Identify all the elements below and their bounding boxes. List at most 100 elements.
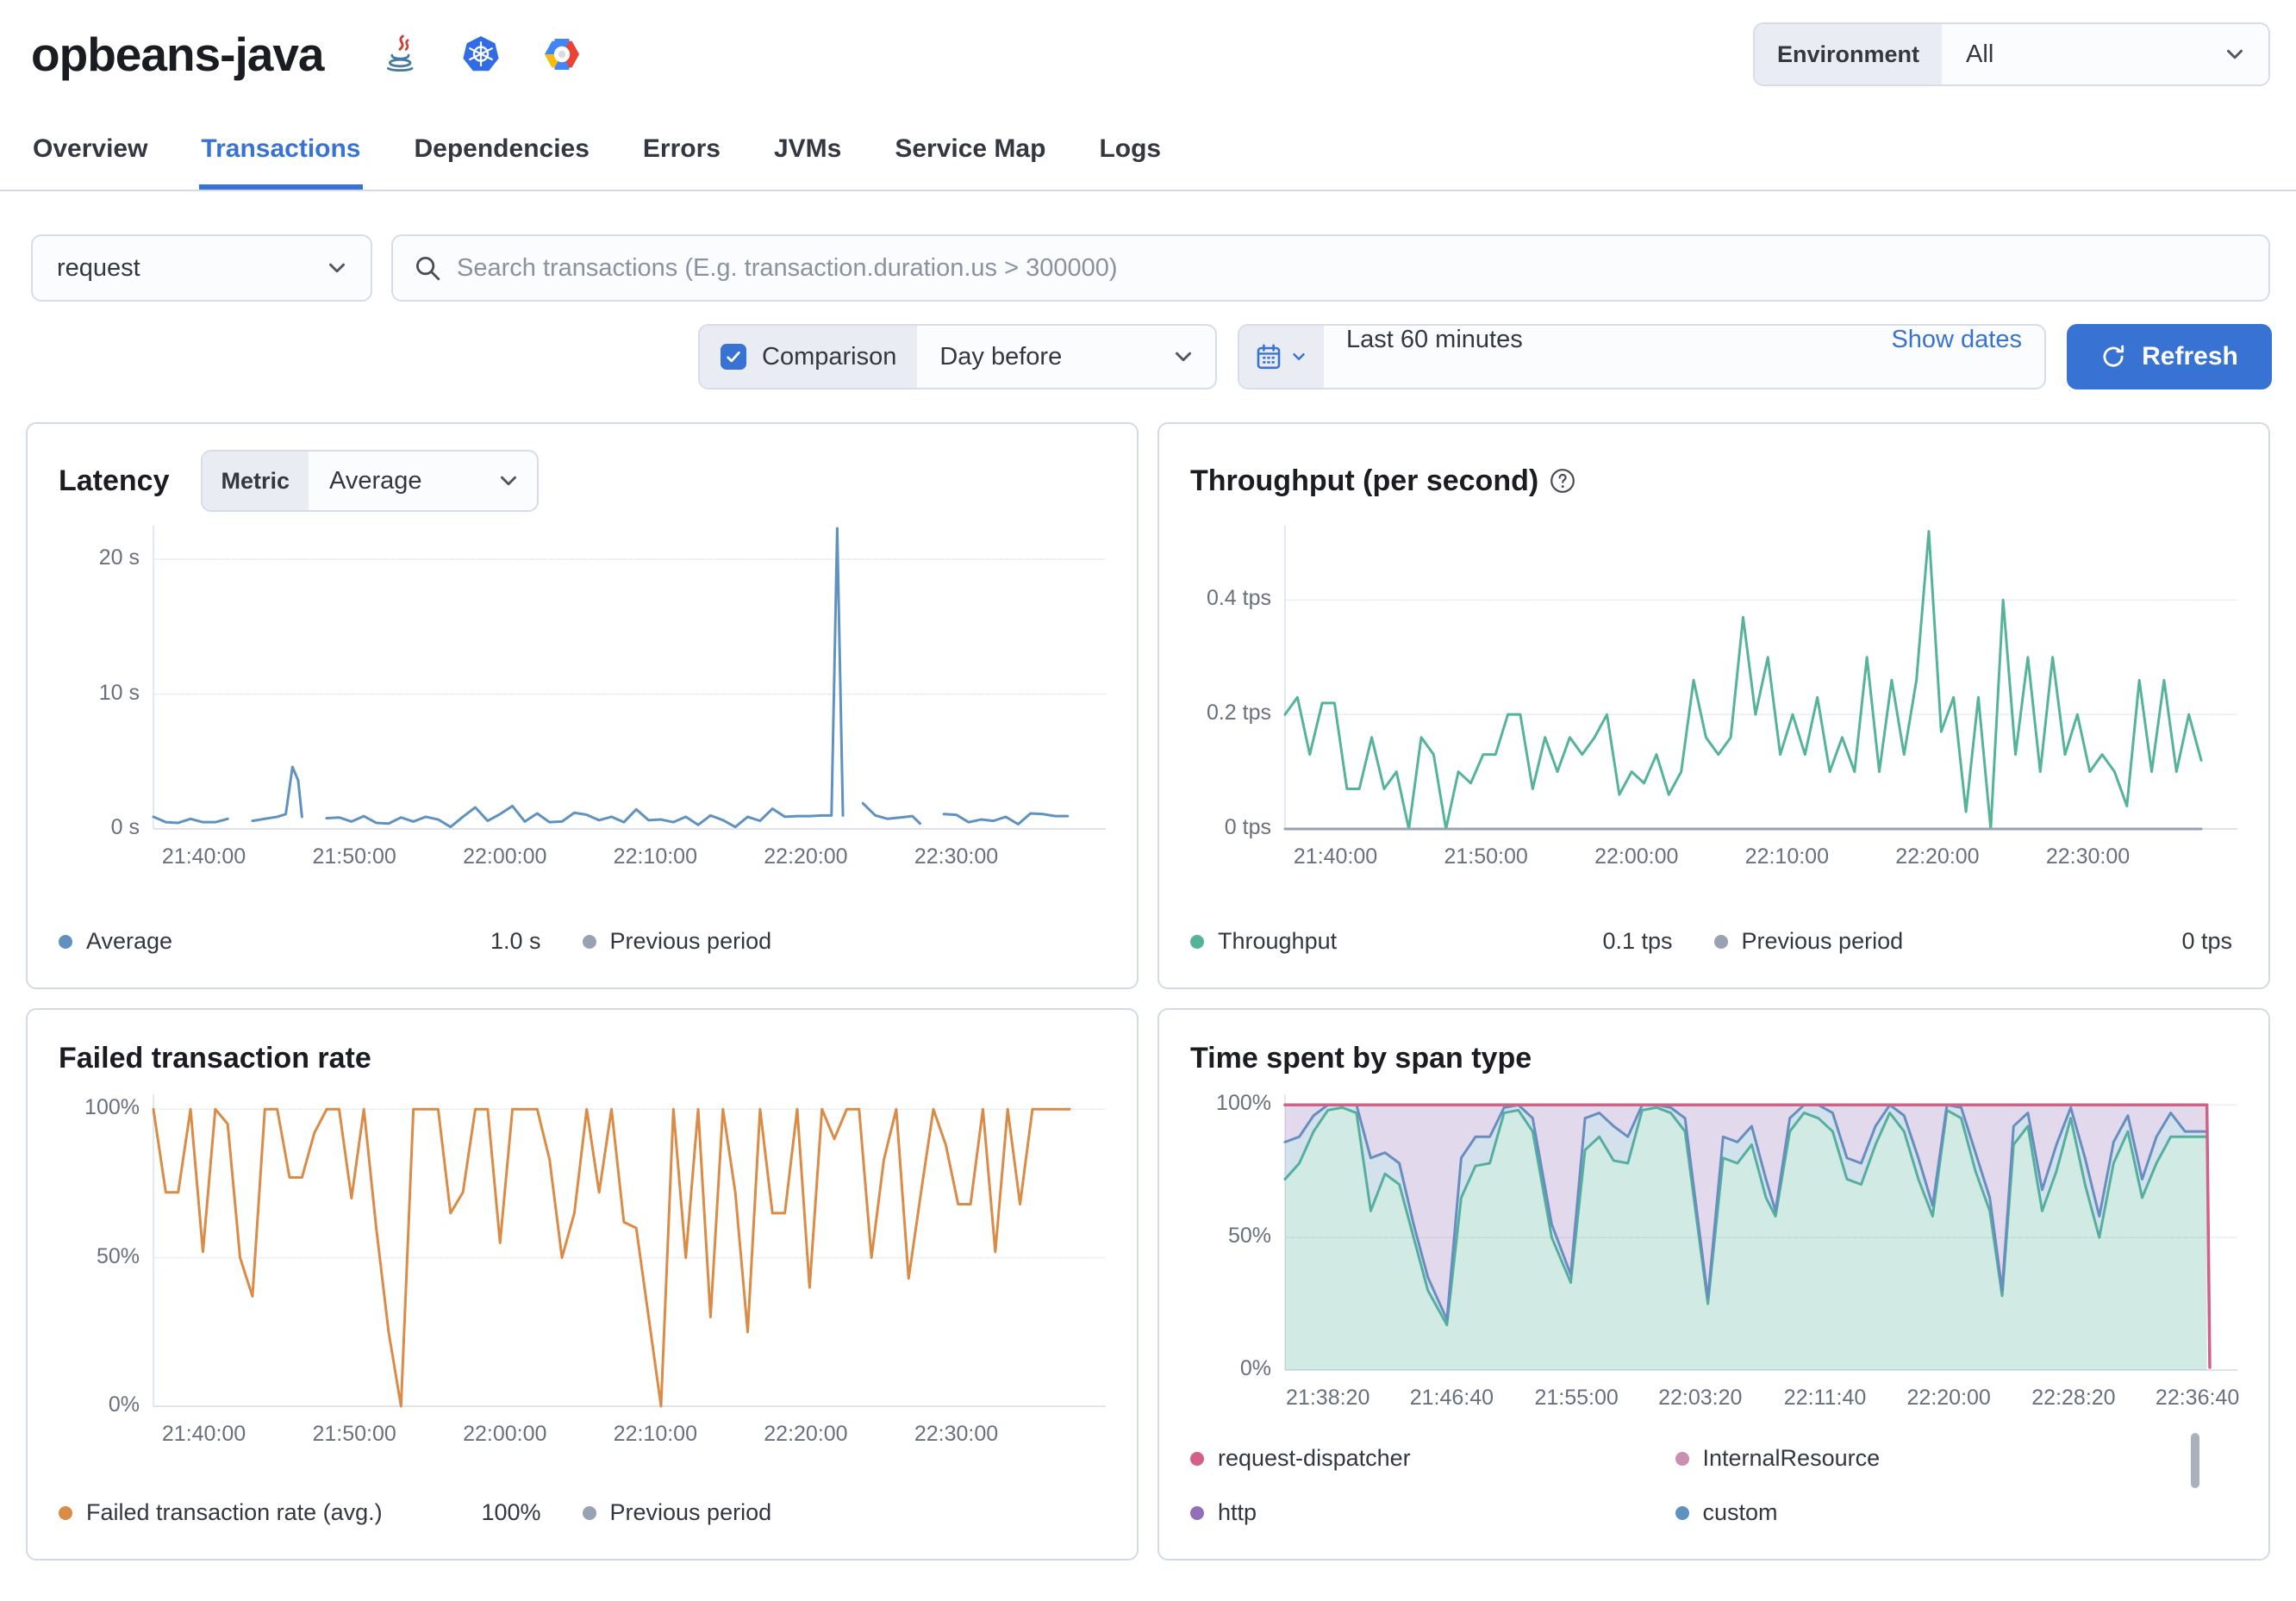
transaction-type-select[interactable]: request: [31, 234, 372, 302]
tab-transactions[interactable]: Transactions: [199, 115, 362, 190]
tab-jvms[interactable]: JVMs: [773, 134, 842, 163]
x-axis-label: 22:00:00: [463, 1422, 547, 1446]
failed-rate-legend: Failed transaction rate (avg.) 100% Previo…: [59, 1491, 1106, 1538]
series-line-custom: [1285, 1107, 2207, 1324]
service-icons: [379, 34, 583, 75]
legend-dot: [1713, 934, 1728, 949]
legend-dot: [59, 1505, 72, 1520]
kubernetes-icon: [460, 34, 502, 75]
date-picker-quick-menu[interactable]: [1239, 326, 1324, 388]
help-icon[interactable]: [1549, 467, 1576, 495]
x-axis-label: 22:03:20: [1658, 1386, 1743, 1410]
x-axis-label: 22:10:00: [613, 844, 697, 869]
x-axis-label: 22:20:00: [1906, 1386, 1991, 1410]
area-http: [1285, 1105, 2207, 1325]
legend-label: request-dispatcher: [1218, 1445, 1411, 1471]
legend-dot: [1190, 1451, 1204, 1466]
legend-label: Failed transaction rate (avg.): [86, 1499, 383, 1525]
legend-dot: [582, 1505, 596, 1520]
tab-bar: Overview Transactions Dependencies Errors JV…: [0, 115, 2296, 191]
x-axis-label: 21:50:00: [1444, 844, 1528, 869]
date-picker: Last 60 minutes Show dates: [1238, 324, 2046, 389]
comparison-select[interactable]: Day before: [917, 326, 1215, 388]
y-axis-label: 50%: [96, 1243, 140, 1268]
control-row: Comparison Day before Last 60 minutes Sh…: [0, 302, 2296, 389]
area-custom: [1285, 1107, 2207, 1370]
comparison-group: Comparison Day before: [698, 324, 1217, 389]
tab-service-map[interactable]: Service Map: [895, 134, 1046, 163]
tab-errors[interactable]: Errors: [642, 134, 721, 163]
tab-logs[interactable]: Logs: [1099, 134, 1162, 163]
y-axis-label: 0.2 tps: [1206, 701, 1271, 726]
x-axis-label: 22:30:00: [914, 844, 999, 869]
x-axis-label: 21:46:40: [1409, 1386, 1494, 1410]
series-line-failed-transaction-rate-avg-: [153, 1109, 1070, 1406]
y-axis-label: 0%: [1239, 1356, 1271, 1380]
legend-item-throughput[interactable]: Throughput 0.1 tps: [1190, 928, 1714, 955]
y-axis-label: 100%: [84, 1095, 140, 1120]
legend-item-failed-transaction-rate-avg-[interactable]: Failed transaction rate (avg.) 100%: [59, 1499, 583, 1526]
throughput-panel-title: Throughput (per second): [1190, 464, 1539, 497]
throughput-panel: Throughput (per second) 0 tps 0.2 tps 0.4 …: [1157, 422, 2270, 989]
latency-metric-select[interactable]: Metric Average: [200, 450, 539, 512]
filter-row: request Search transactions (E.g. transa…: [0, 191, 2296, 302]
latency-plot-area[interactable]: [153, 526, 1106, 829]
failed-rate-plot-area[interactable]: [153, 1094, 1106, 1406]
latency-panel-title: Latency: [59, 464, 170, 497]
area-internalresource-http-fill: [1285, 1105, 2207, 1320]
tab-dependencies[interactable]: Dependencies: [414, 134, 590, 163]
x-axis-label: 22:20:00: [1895, 844, 1980, 869]
legend-item-http[interactable]: http: [1190, 1499, 1675, 1526]
legend-item-previous-period[interactable]: Previous period 0 tps: [1713, 928, 2238, 955]
page-title: opbeans-java: [31, 28, 325, 81]
chevron-down-icon: [1176, 352, 1191, 362]
y-axis-label: 50%: [1227, 1224, 1271, 1249]
latency-legend: Average 1.0 s Previous period: [59, 919, 1106, 967]
legend-item-request-dispatcher[interactable]: request-dispatcher: [1190, 1445, 1675, 1472]
legend-dot: [1675, 1505, 1689, 1520]
legend-item-internalresource[interactable]: InternalResource: [1675, 1445, 2161, 1472]
y-axis-label: 20 s: [98, 545, 140, 570]
refresh-button[interactable]: Refresh: [2067, 324, 2272, 389]
chevron-down-icon: [2227, 49, 2243, 59]
y-axis-label: 0 s: [110, 815, 140, 839]
failed-transaction-rate-panel: Failed transaction rate 0% 50% 100% 21:40:…: [26, 1008, 1139, 1561]
chevron-down-icon: [1293, 353, 1305, 360]
comparison-checkbox[interactable]: [721, 344, 746, 370]
search-placeholder: Search transactions (E.g. transaction.du…: [457, 253, 1118, 282]
failed-rate-panel-title: Failed transaction rate: [59, 1041, 371, 1075]
failed-rate-chart: 0% 50% 100% 21:40:00 21:50:00 22:00:00 22:10:…: [59, 1094, 1106, 1456]
chevron-down-icon: [329, 263, 345, 273]
latency-panel: Latency Metric Average 0 s 10 s 20 s 21:40…: [26, 422, 1139, 989]
legend-value: 0 tps: [2181, 928, 2232, 954]
search-input[interactable]: Search transactions (E.g. transaction.du…: [391, 234, 2270, 302]
legend-scrollbar[interactable]: [2191, 1433, 2199, 1488]
legend-item-custom[interactable]: custom: [1675, 1499, 2161, 1526]
x-axis-label: 22:00:00: [1594, 844, 1679, 869]
x-axis-label: 22:10:00: [613, 1422, 697, 1446]
legend-label: Throughput: [1218, 928, 1338, 954]
legend-item-average[interactable]: Average 1.0 s: [59, 928, 583, 955]
x-axis-label: 22:20:00: [764, 844, 848, 869]
x-axis-label: 22:36:40: [2155, 1386, 2240, 1410]
legend-label: custom: [1702, 1499, 1778, 1525]
environment-select[interactable]: Environment All: [1753, 22, 2270, 86]
legend-item-previous-period[interactable]: Previous period: [582, 1499, 1107, 1526]
span-type-chart: 0% 50% 100% 21:38:20 21:46:40 21:55:00 22:03:…: [1190, 1091, 2240, 1420]
throughput-plot-area[interactable]: [1285, 526, 2237, 829]
legend-dot: [59, 934, 72, 949]
legend-label: InternalResource: [1702, 1445, 1881, 1471]
y-axis-label: 10 s: [98, 680, 140, 705]
legend-label: Previous period: [609, 928, 772, 954]
environment-label: Environment: [1755, 24, 1943, 84]
legend-label: Previous period: [609, 1499, 772, 1525]
tab-overview[interactable]: Overview: [33, 134, 148, 163]
show-dates-link[interactable]: Show dates: [1891, 326, 2022, 353]
span-type-legend: request-dispatcher InternalResource http cu…: [1190, 1433, 2237, 1538]
x-axis-label: 21:40:00: [1293, 844, 1378, 869]
span-type-plot-area[interactable]: [1285, 1094, 2237, 1370]
series-line-http: [1285, 1105, 2207, 1319]
time-range-value[interactable]: Last 60 minutes: [1346, 326, 1523, 353]
legend-item-previous-period[interactable]: Previous period: [582, 928, 1107, 955]
chevron-down-icon: [500, 476, 516, 486]
